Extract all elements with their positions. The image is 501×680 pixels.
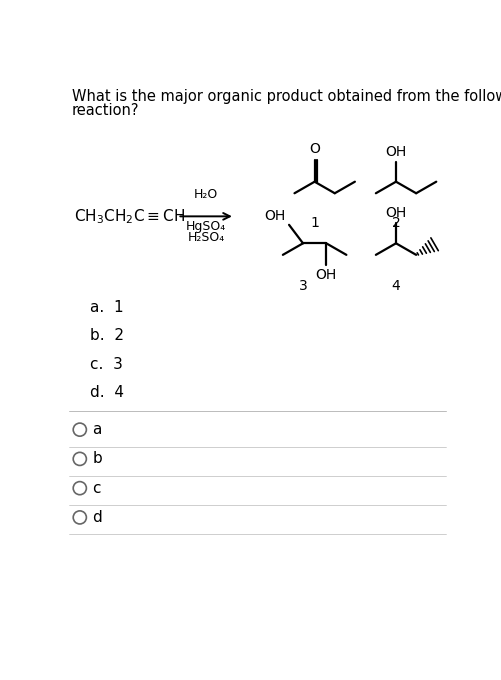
Text: 4: 4 [391, 279, 400, 292]
Text: O: O [309, 142, 320, 156]
Text: d: d [92, 510, 102, 525]
Circle shape [73, 511, 86, 524]
Text: 1: 1 [310, 216, 319, 230]
Text: H₂SO₄: H₂SO₄ [187, 231, 224, 244]
Text: c: c [92, 481, 101, 496]
Text: What is the major organic product obtained from the following: What is the major organic product obtain… [72, 89, 501, 104]
Text: HgSO₄: HgSO₄ [186, 220, 226, 233]
Text: b.  2: b. 2 [90, 328, 124, 343]
Text: reaction?: reaction? [72, 103, 139, 118]
Text: 3: 3 [298, 279, 307, 292]
Circle shape [73, 452, 86, 465]
Text: d.  4: d. 4 [90, 385, 124, 400]
Circle shape [73, 481, 86, 495]
Text: CH$_3$CH$_2$C$\equiv$CH: CH$_3$CH$_2$C$\equiv$CH [74, 207, 184, 226]
Text: H₂O: H₂O [193, 188, 218, 201]
Circle shape [73, 423, 86, 436]
Text: a.  1: a. 1 [90, 300, 123, 315]
Text: OH: OH [315, 268, 336, 282]
Text: 2: 2 [391, 216, 400, 230]
Text: OH: OH [264, 209, 286, 222]
Text: OH: OH [385, 145, 406, 158]
Text: b: b [92, 452, 102, 466]
Text: c.  3: c. 3 [90, 357, 123, 372]
Text: OH: OH [385, 206, 406, 220]
Text: a: a [92, 422, 101, 437]
